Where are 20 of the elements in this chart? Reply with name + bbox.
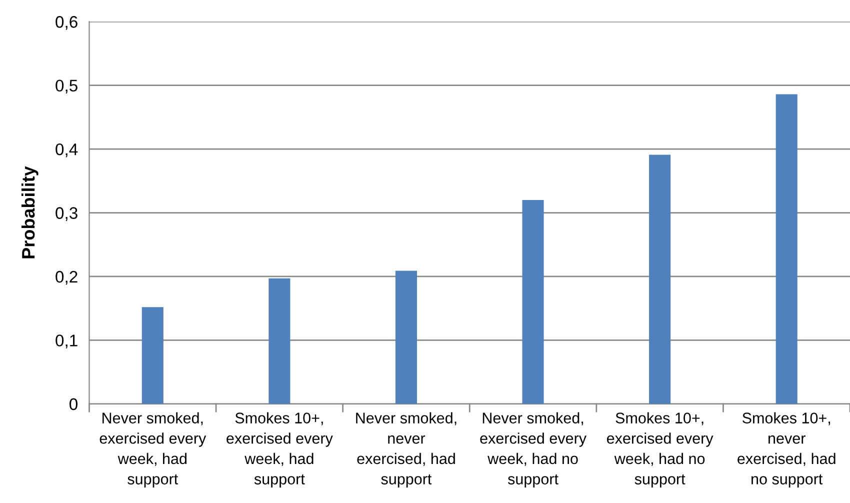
bar [395, 270, 418, 404]
x-tick-label: Never smoked, exercised every week, had no support [480, 412, 586, 488]
bar [142, 307, 164, 404]
y-axis-title: Probability [21, 166, 38, 258]
y-tick-label: 0,6 [56, 16, 78, 30]
bar [522, 200, 544, 404]
x-tick-label: Never smoked, exercised every week, had support [100, 412, 206, 488]
y-tick-label: 0,4 [56, 143, 78, 158]
y-tick-label: 0,2 [56, 270, 78, 285]
y-tick-label: 0,5 [56, 80, 78, 94]
x-tick-label: Smokes 10+, exercised every week, had support [226, 412, 333, 488]
y-tick-label: 0,3 [56, 207, 78, 221]
bar [776, 94, 798, 404]
bar [649, 154, 671, 404]
x-tick-label: Smokes 10+, never exercised, had no support [738, 412, 836, 488]
y-tick-label: 0,1 [56, 334, 78, 348]
x-tick-label: Smokes 10+, exercised every week, had no support [606, 412, 714, 488]
x-tick-label: Never smoked, never exercised, had support [356, 412, 456, 488]
bar [268, 278, 290, 404]
y-tick-label: 0 [70, 398, 78, 410]
